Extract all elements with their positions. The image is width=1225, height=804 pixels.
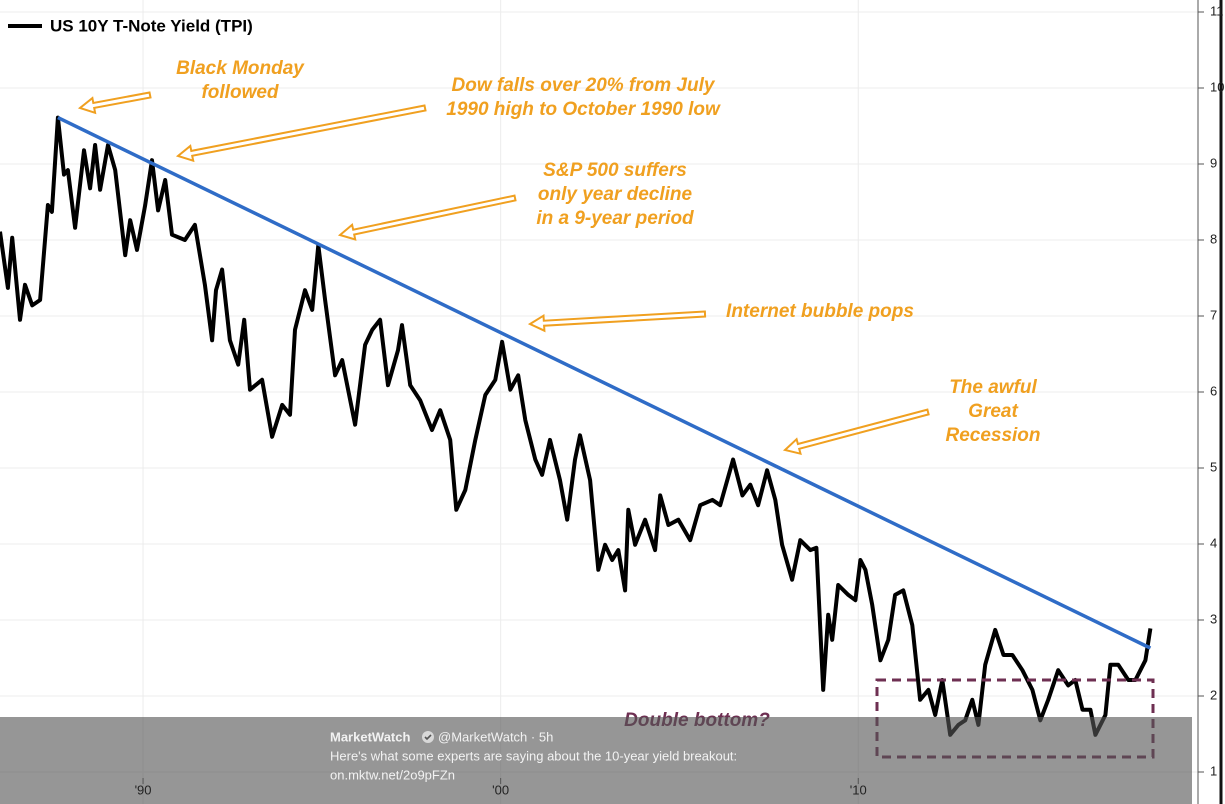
- annotation-text: Black Monday: [176, 58, 305, 79]
- annotation-text: only year decline: [538, 184, 693, 205]
- annotation-text: in a 9-year period: [536, 208, 694, 229]
- annotation-arrow: [337, 194, 517, 241]
- tweet-link[interactable]: on.mktw.net/2o9pFZn: [330, 767, 455, 782]
- x-tick-label: '00: [492, 782, 509, 797]
- annotation-arrow: [782, 408, 930, 456]
- y-tick-label: 9: [1210, 155, 1217, 170]
- tweet-author[interactable]: MarketWatch: [330, 729, 410, 744]
- tweet-meta: @MarketWatch · 5h: [438, 729, 553, 744]
- y-tick-label: 5: [1210, 459, 1217, 474]
- tweet-overlay[interactable]: [0, 717, 1192, 804]
- annotation-text: Dow falls over 20% from July: [452, 75, 716, 96]
- y-tick-label: 3: [1210, 611, 1217, 626]
- verified-check: [424, 734, 432, 741]
- annotation-text: Internet bubble pops: [726, 301, 914, 322]
- tweet-text: Here's what some experts are saying abou…: [330, 748, 737, 763]
- annotation-arrow: [77, 91, 152, 115]
- annotation-text: Great: [968, 401, 1018, 422]
- annotation-text: S&P 500 suffers: [543, 160, 687, 181]
- grid: [0, 0, 1198, 804]
- legend-label: US 10Y T-Note Yield (TPI): [50, 16, 253, 35]
- annotation-arrow: [175, 104, 427, 163]
- y-tick-label: 4: [1210, 535, 1217, 550]
- trend-line: [57, 116, 1152, 650]
- y-tick-label: 1: [1210, 763, 1217, 778]
- x-tick-label: '10: [850, 782, 867, 797]
- x-tick-label: '90: [135, 782, 152, 797]
- y-tick-label: 10: [1210, 79, 1224, 94]
- y-tick-label: 8: [1210, 231, 1217, 246]
- y-tick-label: 2: [1210, 687, 1217, 702]
- annotation-text: 1990 high to October 1990 low: [446, 99, 721, 120]
- annotation-text: The awful: [949, 377, 1037, 398]
- annotation-arrow: [527, 310, 707, 333]
- annotation-text: Recession: [945, 425, 1040, 446]
- y-tick-label: 7: [1210, 307, 1217, 322]
- axes: 1 2 3 4 5 6 7 8 9 10 11 '90 '00 '10: [135, 3, 1225, 797]
- y-tick-label: 6: [1210, 383, 1217, 398]
- annotation-text: followed: [201, 82, 278, 103]
- y-tick-label: 11: [1210, 3, 1224, 18]
